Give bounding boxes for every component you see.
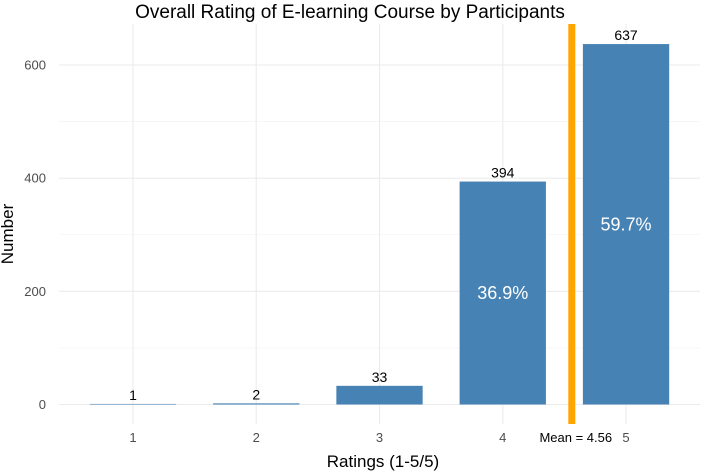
data-label: 394 xyxy=(491,165,515,181)
x-tick-label: 3 xyxy=(376,430,383,445)
bar xyxy=(89,403,177,405)
percent-label: 59.7% xyxy=(601,214,652,234)
x-tick-label: 4 xyxy=(499,430,506,445)
x-tick-label: 1 xyxy=(129,430,136,445)
y-tick-label: 600 xyxy=(24,58,46,73)
data-label: 637 xyxy=(614,27,638,43)
data-label: 2 xyxy=(252,386,260,402)
percent-labels: 36.9% 59.7% xyxy=(477,214,651,303)
bar xyxy=(213,403,300,405)
mean-line xyxy=(568,24,576,424)
y-tick-label: 400 xyxy=(24,171,46,186)
y-tick-label: 0 xyxy=(39,397,46,412)
mean-label: Mean = 4.56 xyxy=(539,430,612,445)
y-axis-title: Number xyxy=(0,203,17,264)
bar xyxy=(336,385,423,405)
x-tick-label: 2 xyxy=(253,430,260,445)
y-tick-label: 200 xyxy=(24,284,46,299)
bars xyxy=(89,44,670,405)
y-axis-ticks: 0 200 400 600 xyxy=(24,58,46,413)
data-label: 1 xyxy=(129,387,137,403)
x-axis-title: Ratings (1-5/5) xyxy=(327,452,439,471)
chart-title: Overall Rating of E-learning Course by P… xyxy=(135,2,565,23)
mean-marker: Mean = 4.56 xyxy=(539,24,612,445)
data-label: 33 xyxy=(372,369,388,385)
x-tick-label: 5 xyxy=(622,430,629,445)
value-labels: 1 2 33 394 637 xyxy=(129,27,638,403)
x-axis-ticks: 1 2 3 4 5 xyxy=(129,430,629,445)
bar xyxy=(582,44,670,405)
bar xyxy=(459,181,546,405)
percent-label: 36.9% xyxy=(477,283,528,303)
